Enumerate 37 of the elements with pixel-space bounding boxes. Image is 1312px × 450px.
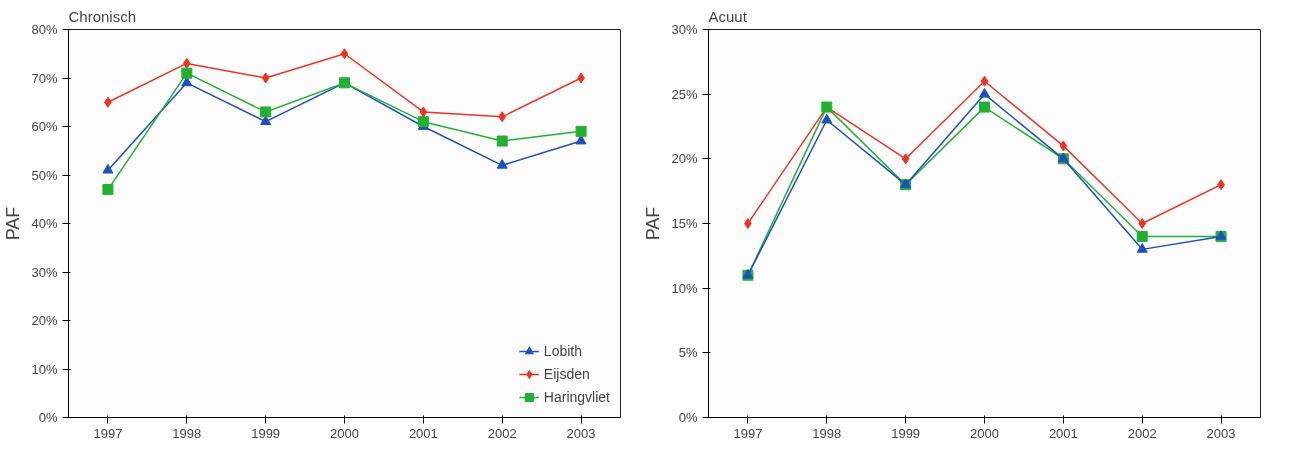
x-tick-label: 1999	[251, 425, 281, 441]
x-tick-label: 1997	[733, 425, 763, 441]
y-tick-label: 15%	[671, 216, 698, 231]
x-tick-label: 1997	[93, 425, 123, 441]
y-tick-label: 10%	[671, 280, 698, 296]
y-tick-label: 5%	[678, 345, 698, 361]
y-tick-label: 50%	[31, 167, 58, 183]
legend-label: Eijsden	[543, 366, 590, 382]
y-tick-label: 10%	[31, 361, 58, 377]
x-tick-label: 2003	[566, 425, 596, 441]
y-tick-label: 20%	[671, 151, 698, 167]
y-tick-label: 0%	[678, 410, 698, 425]
y-tick-label: 40%	[31, 216, 58, 231]
x-tick-label: 1999	[891, 425, 921, 441]
y-axis-title: PAF	[3, 206, 24, 241]
y-tick-label: 70%	[31, 70, 58, 86]
x-tick-label: 2000	[330, 425, 359, 441]
y-tick-label: 20%	[31, 313, 58, 328]
legend-label: Haringvliet	[543, 389, 610, 405]
x-tick-label: 2001	[1048, 425, 1078, 441]
x-tick-label: 2003	[1206, 425, 1236, 441]
y-tick-label: 30%	[31, 264, 58, 280]
y-tick-label: 80%	[31, 22, 58, 37]
x-tick-label: 1998	[172, 425, 202, 441]
chart-title: Chronisch	[68, 7, 137, 25]
x-tick-label: 2002	[1127, 425, 1157, 441]
y-tick-label: 30%	[671, 22, 698, 37]
y-tick-label: 25%	[671, 86, 698, 102]
x-tick-label: 1998	[812, 425, 842, 441]
x-tick-label: 2000	[970, 425, 999, 441]
y-axis-title: PAF	[643, 206, 664, 241]
x-tick-label: 2002	[487, 425, 517, 441]
x-tick-label: 2001	[408, 425, 438, 441]
legend-label: Lobith	[543, 343, 583, 359]
y-tick-label: 0%	[38, 410, 58, 425]
y-tick-label: 60%	[31, 119, 58, 134]
chart-title: Acuut	[708, 7, 748, 25]
